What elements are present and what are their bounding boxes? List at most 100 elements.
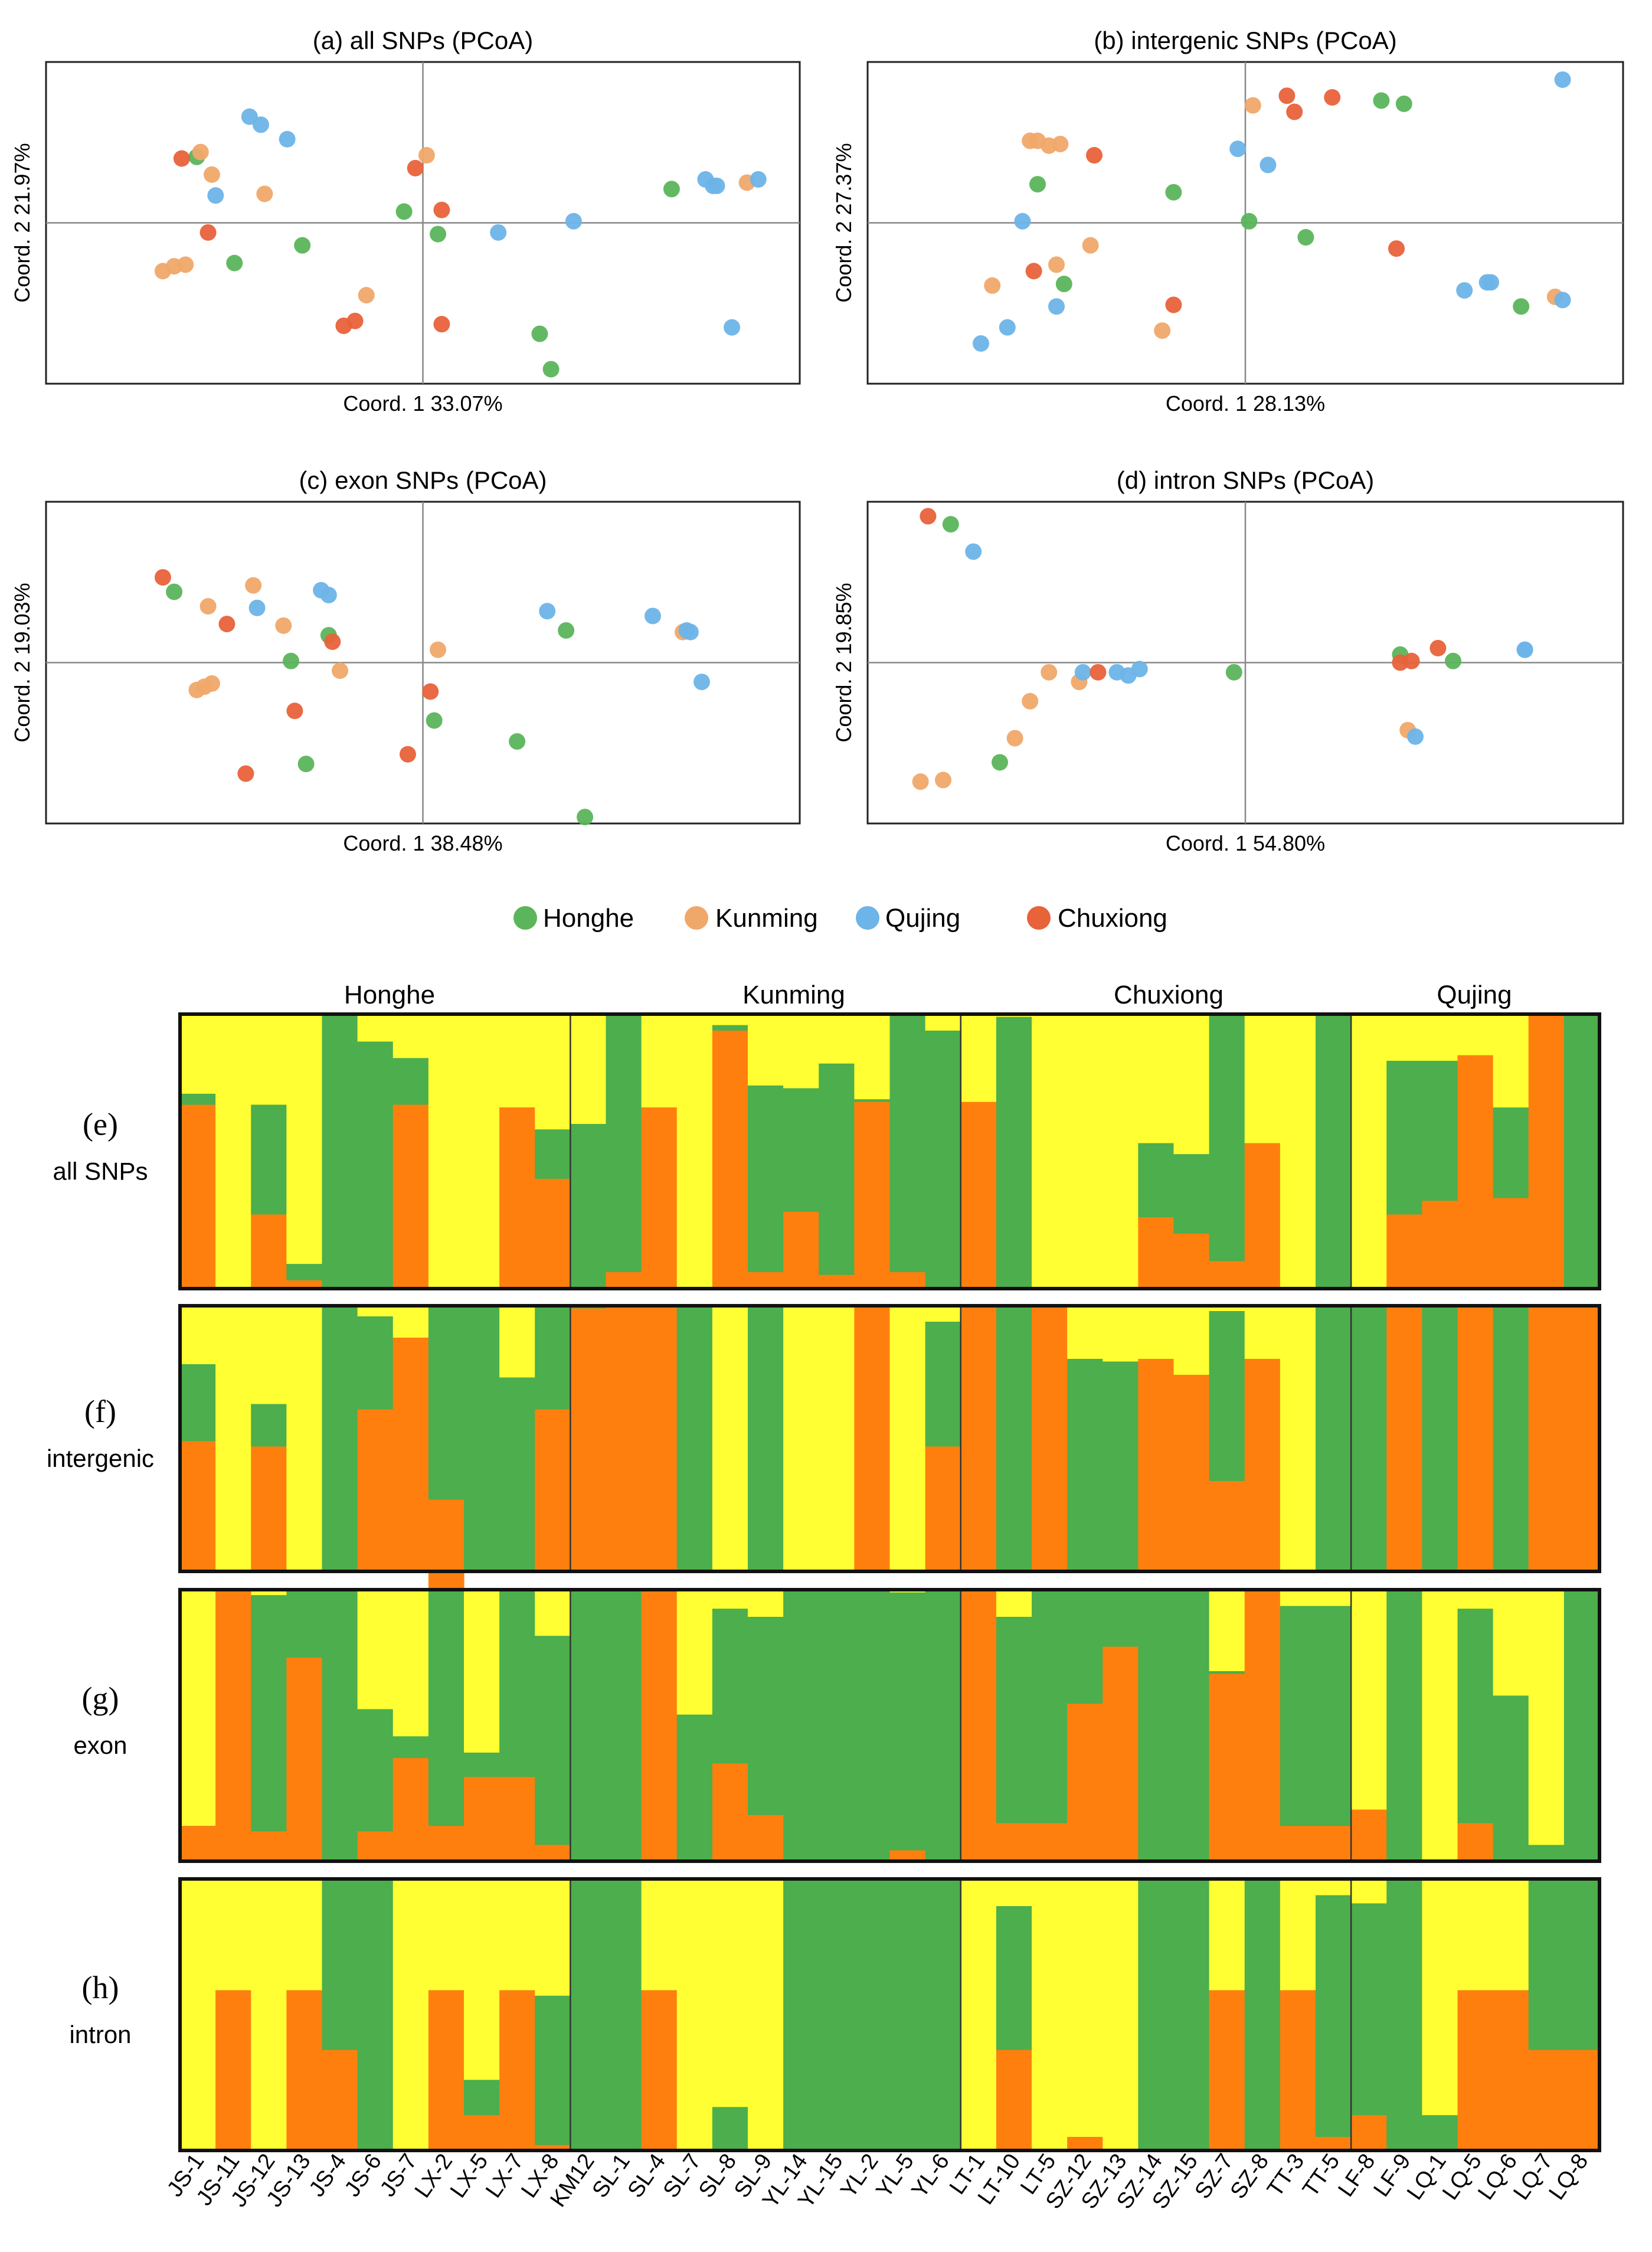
bar-segment-orange [1280, 1826, 1316, 1861]
bar-segment-green [748, 1085, 784, 1273]
bar-segment-orange [1351, 2115, 1387, 2150]
pcoa-point-honghe [1241, 213, 1258, 230]
pcoa-title-exon: (c) exon SNPs (PCoA) [299, 466, 547, 494]
structure-bar [357, 1879, 394, 2151]
bar-segment-orange [464, 1777, 500, 1861]
bar-segment-green [1528, 1845, 1565, 1862]
structure-bar [499, 1014, 535, 1289]
bar-segment-green [1209, 1014, 1245, 1262]
legend-label-kunming: Kunming [715, 904, 818, 933]
pcoa-point-honghe [1055, 276, 1072, 293]
pcoa-point-honghe [531, 325, 548, 342]
structure-bar [180, 1590, 216, 1861]
bar-segment-orange [1244, 1359, 1281, 1571]
structure-bar [286, 1590, 323, 1861]
bar-segment-green [535, 1636, 571, 1845]
structure-bar [428, 1014, 464, 1289]
bar-segment-orange [1316, 1826, 1352, 1861]
bar-segment-yellow [1280, 1014, 1316, 1289]
bar-segment-green [925, 1322, 961, 1447]
pcoa-point-qujing [708, 177, 725, 194]
bar-segment-orange [996, 1823, 1032, 1861]
bar-segment-orange [748, 1272, 784, 1289]
structure-bar [783, 1879, 819, 2151]
bar-segment-yellow [392, 1306, 429, 1338]
structure-bar [322, 1014, 358, 1289]
sample-label: LQ-5 [1438, 2149, 1487, 2204]
bar-segment-green [1280, 1606, 1316, 1826]
pcoa-point-chuxiong [199, 224, 217, 241]
bar-segment-green [1563, 1590, 1600, 1862]
structure-bar [1173, 1014, 1210, 1289]
structure-bar [1280, 1879, 1316, 2150]
bar-segment-yellow [996, 1590, 1032, 1617]
bar-segment-green [1173, 1879, 1210, 2151]
bar-segment-orange [286, 1658, 323, 1861]
structure-bar [1528, 1306, 1565, 1571]
pcoa-point-chuxiong [433, 316, 450, 333]
bar-segment-orange [499, 1107, 535, 1289]
sample-label: SZ-8 [1226, 2149, 1274, 2204]
bar-segment-yellow [1457, 1014, 1494, 1056]
bar-segment-orange [1316, 2137, 1352, 2150]
structure-bar [1032, 1590, 1068, 1861]
bar-segment-orange [180, 1104, 216, 1289]
structure-bar [1138, 1306, 1175, 1571]
sample-label: LQ-7 [1509, 2149, 1558, 2204]
bar-segment-yellow [1103, 1879, 1139, 2151]
structure-bar [1422, 1014, 1458, 1289]
structure-bar [676, 1879, 713, 2151]
pcoa-point-honghe [1513, 298, 1530, 315]
structure-bar [1032, 1306, 1068, 1571]
bar-segment-green [889, 1592, 926, 1851]
pcoa-point-qujing [279, 130, 296, 148]
structure-bar [641, 1014, 678, 1289]
bar-segment-green [357, 1709, 394, 1832]
sample-label: LF-8 [1333, 2149, 1380, 2201]
bar-segment-green [819, 1879, 855, 2151]
pcoa-point-kunming [935, 772, 951, 789]
pcoa-point-honghe [395, 203, 413, 220]
bar-segment-orange [748, 1815, 784, 1861]
bar-segment-orange [1457, 1990, 1494, 2150]
bar-segment-green [535, 1129, 571, 1179]
pcoa-point-qujing [252, 116, 269, 133]
pcoa-point-kunming [245, 577, 262, 594]
bar-segment-orange [1563, 2050, 1600, 2150]
pcoa-point-honghe [942, 516, 959, 533]
bar-segment-green [1316, 1606, 1352, 1826]
bar-segment-green [499, 1377, 535, 1572]
bar-segment-orange [464, 2115, 500, 2150]
structure-bar [1173, 1306, 1210, 1571]
bar-segment-green [428, 1590, 464, 1826]
structure-subtitle-all: all SNPs [53, 1158, 148, 1185]
structure-bar [1493, 1879, 1529, 2150]
structure-bar [1351, 1879, 1387, 2150]
pcoa-panels: (a) all SNPs (PCoA) Coord. 1 33.07% Coord.… [10, 27, 1624, 855]
pcoa-point-qujing [490, 224, 507, 241]
pcoa-point-qujing [1554, 71, 1571, 88]
structure-bar [1386, 1590, 1422, 1862]
bar-segment-yellow [499, 1306, 535, 1378]
bar-segment-orange [1209, 1261, 1245, 1289]
structure-bar [251, 1306, 287, 1571]
bar-segment-orange [960, 1306, 997, 1571]
structure-bar [854, 1306, 891, 1571]
pcoa-ylabel-intron: Coord. 2 19.85% [832, 583, 856, 742]
bar-segment-orange [428, 1826, 464, 1861]
structure-panel-exon: (g) exon [73, 1588, 1601, 1863]
structure-bar [960, 1879, 997, 2151]
bar-segment-yellow [1280, 1590, 1316, 1607]
structure-bar [854, 1879, 891, 2151]
bar-segment-green [1422, 1061, 1458, 1201]
structure-title-exon: (g) [82, 1681, 119, 1716]
bar-segment-orange [641, 1306, 678, 1571]
bar-segment-yellow [712, 1590, 748, 1609]
pcoa-point-qujing [1229, 140, 1247, 158]
structure-bar [1386, 1306, 1422, 1571]
structure-bar [1244, 1590, 1281, 1861]
bar-segment-orange [854, 1306, 891, 1571]
bar-segment-orange [357, 1409, 394, 1571]
pcoa-xlabel-exon: Coord. 1 38.48% [343, 831, 502, 855]
bar-segment-green [925, 1879, 961, 2151]
